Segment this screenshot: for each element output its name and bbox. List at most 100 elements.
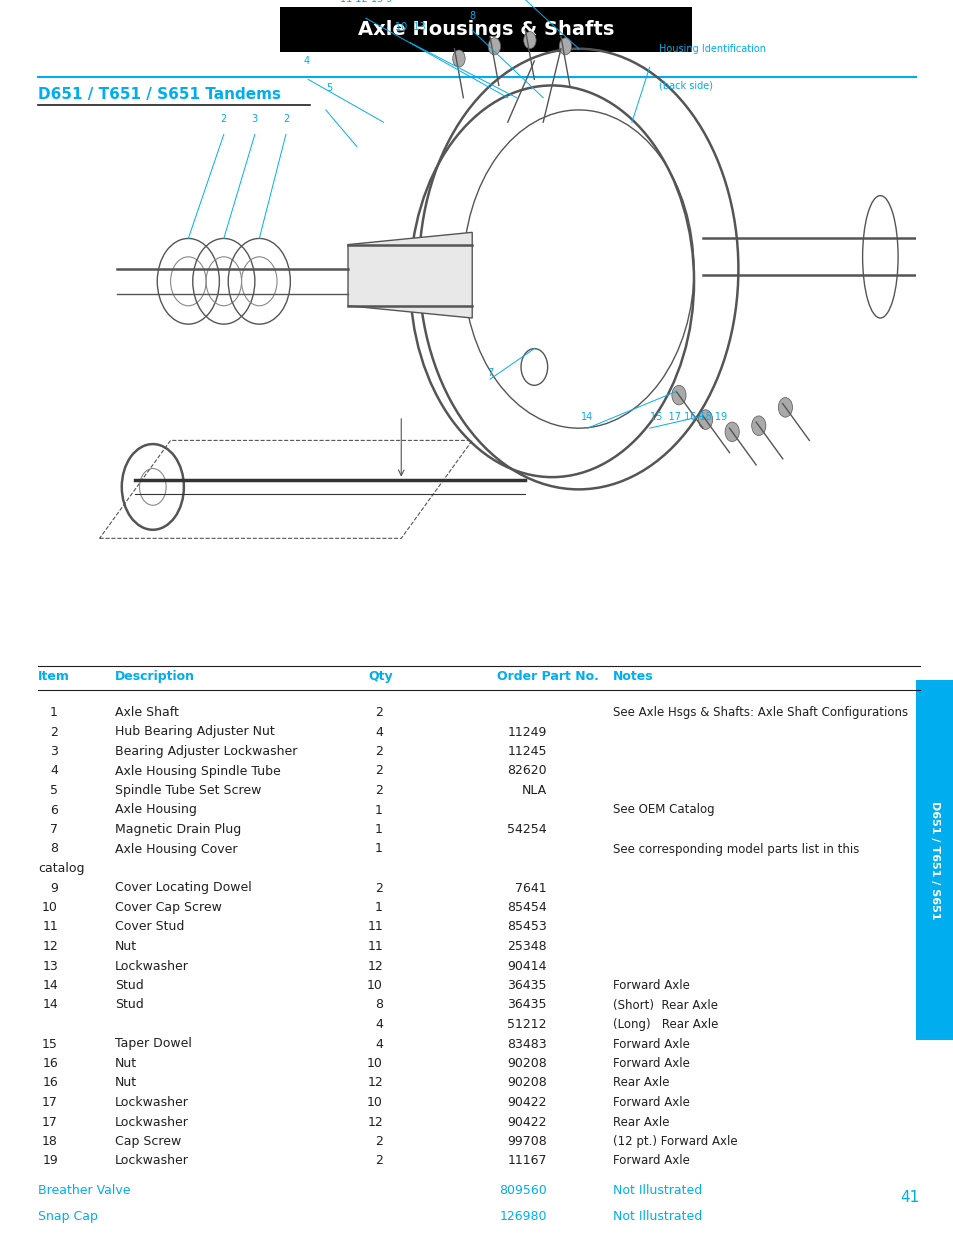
Text: 36435: 36435 [507,979,546,992]
Text: Forward Axle: Forward Axle [613,1095,689,1109]
Text: 5: 5 [326,84,332,94]
Text: Breather Valve: Breather Valve [38,1184,131,1197]
Text: 10: 10 [42,902,58,914]
Text: 10: 10 [367,1095,382,1109]
Text: (back side): (back side) [658,80,712,90]
Polygon shape [348,232,472,319]
Text: 15: 15 [42,1037,58,1051]
Text: 4: 4 [375,1037,382,1051]
Circle shape [698,410,712,430]
Text: 14: 14 [42,979,58,992]
Circle shape [751,416,765,436]
Text: 8: 8 [469,11,475,21]
Text: 25348: 25348 [507,940,546,953]
Circle shape [523,32,536,48]
Text: Item: Item [38,671,70,683]
Text: 16: 16 [42,1077,58,1089]
Text: D651 / T651 / S651 Tandems: D651 / T651 / S651 Tandems [38,86,281,103]
Text: 2: 2 [375,882,382,894]
Text: 4: 4 [51,764,58,778]
Text: 2: 2 [375,764,382,778]
Text: 82620: 82620 [507,764,546,778]
Text: 12: 12 [367,1115,382,1129]
Text: 6: 6 [51,804,58,816]
Text: 809560: 809560 [498,1184,546,1197]
Text: 51212: 51212 [507,1018,546,1031]
Text: Taper Dowel: Taper Dowel [115,1037,192,1051]
Text: Magnetic Drain Plug: Magnetic Drain Plug [115,823,241,836]
Text: Axle Housings & Shafts: Axle Housings & Shafts [357,20,614,40]
Text: Qty: Qty [368,671,393,683]
Text: 4: 4 [375,1018,382,1031]
Text: Axle Housing: Axle Housing [115,804,196,816]
Text: 90208: 90208 [507,1077,546,1089]
Text: 10: 10 [367,1057,382,1070]
Text: 90414: 90414 [507,960,546,972]
Text: Stud: Stud [115,999,144,1011]
Text: Lockwasher: Lockwasher [115,1115,189,1129]
Text: See OEM Catalog: See OEM Catalog [613,804,714,816]
Text: Stud: Stud [115,979,144,992]
Text: 54254: 54254 [507,823,546,836]
Text: 13: 13 [42,960,58,972]
Text: 126980: 126980 [499,1210,546,1224]
Text: 3: 3 [51,745,58,758]
Text: NLA: NLA [521,784,546,797]
Text: Cover Stud: Cover Stud [115,920,184,934]
Text: 12: 12 [42,940,58,953]
Text: 41: 41 [900,1191,919,1205]
Text: 83483: 83483 [507,1037,546,1051]
Text: Snap Cap: Snap Cap [38,1210,98,1224]
Text: Forward Axle: Forward Axle [613,1037,689,1051]
Text: Not Illustrated: Not Illustrated [613,1210,701,1224]
Text: 14: 14 [42,999,58,1011]
Text: 11167: 11167 [507,1155,546,1167]
Text: 11: 11 [367,920,382,934]
Text: Cover Locating Dowel: Cover Locating Dowel [115,882,252,894]
Text: 14: 14 [580,412,593,422]
Text: Rear Axle: Rear Axle [613,1115,669,1129]
Text: 17: 17 [42,1115,58,1129]
Text: Lockwasher: Lockwasher [115,960,189,972]
Circle shape [558,38,571,54]
Text: Housing Identification: Housing Identification [658,43,764,54]
Text: Nut: Nut [115,1077,137,1089]
Text: 2: 2 [375,745,382,758]
Text: 7641: 7641 [515,882,546,894]
Text: 1: 1 [375,842,382,856]
Text: 19: 19 [42,1155,58,1167]
Text: Spindle Tube Set Screw: Spindle Tube Set Screw [115,784,261,797]
Text: D651 / T651 / S651: D651 / T651 / S651 [929,800,939,919]
Text: 11: 11 [367,940,382,953]
Text: 1: 1 [375,823,382,836]
Text: 99708: 99708 [507,1135,546,1149]
Text: Cap Screw: Cap Screw [115,1135,181,1149]
Text: 2: 2 [282,115,289,125]
Text: 2: 2 [51,725,58,739]
Text: 9: 9 [51,882,58,894]
Text: 90422: 90422 [507,1115,546,1129]
Circle shape [671,385,685,405]
Text: 2: 2 [375,1135,382,1149]
Text: catalog: catalog [38,862,85,876]
Text: 12: 12 [367,960,382,972]
Text: 90208: 90208 [507,1057,546,1070]
Text: 15  17 16 18 19: 15 17 16 18 19 [649,412,726,422]
Text: 5: 5 [50,784,58,797]
Text: Nut: Nut [115,1057,137,1070]
Text: 7: 7 [486,368,493,378]
Text: (Long)   Rear Axle: (Long) Rear Axle [613,1018,718,1031]
Circle shape [453,49,465,67]
Text: 1: 1 [375,804,382,816]
Text: 4: 4 [375,725,382,739]
Text: Forward Axle: Forward Axle [613,1155,689,1167]
Text: Cover Cap Screw: Cover Cap Screw [115,902,222,914]
Text: Axle Shaft: Axle Shaft [115,706,179,719]
Text: 2: 2 [375,706,382,719]
Bar [915,680,953,1040]
Text: (Short)  Rear Axle: (Short) Rear Axle [613,999,718,1011]
Text: 1: 1 [375,902,382,914]
Text: Description: Description [115,671,194,683]
Text: 8: 8 [50,842,58,856]
Text: 17: 17 [42,1095,58,1109]
